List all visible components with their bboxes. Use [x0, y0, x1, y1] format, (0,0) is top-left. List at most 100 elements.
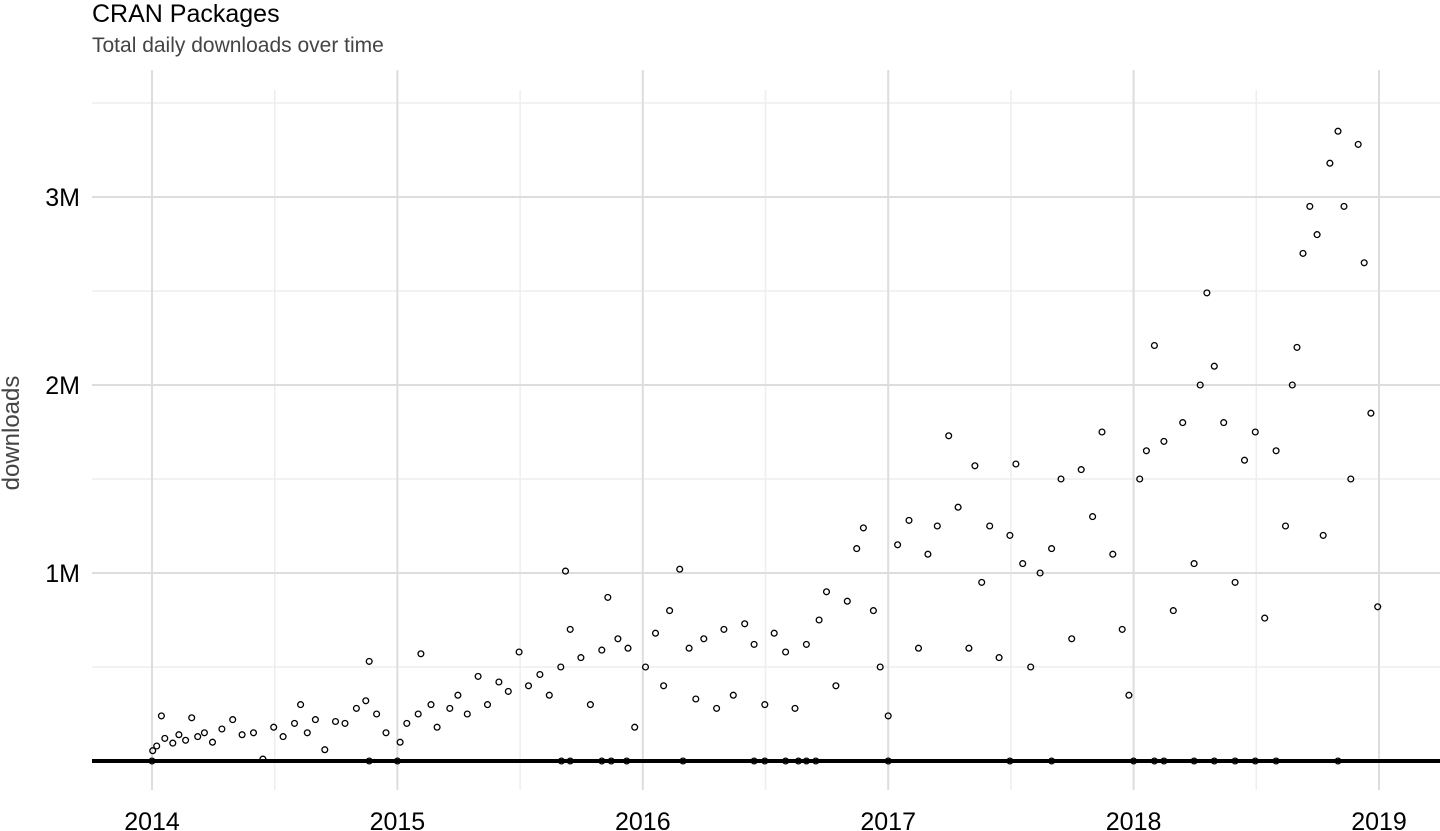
zero-day-point	[1160, 757, 1168, 765]
data-point	[1220, 419, 1228, 427]
zero-day-point	[884, 757, 892, 765]
data-point	[1019, 560, 1027, 568]
data-point	[782, 648, 790, 656]
zero-day-point	[1190, 757, 1198, 765]
data-point	[1293, 343, 1301, 351]
x-tick-label: 2016	[615, 808, 671, 831]
x-tick-label: 2019	[1351, 808, 1407, 831]
data-point	[382, 729, 390, 737]
data-point	[365, 657, 373, 665]
data-point	[229, 716, 237, 724]
zero-day-point	[607, 757, 615, 765]
data-point	[978, 578, 986, 586]
data-point	[474, 672, 482, 680]
data-point	[352, 704, 360, 712]
zero-day-point	[623, 757, 631, 765]
data-point	[843, 597, 851, 605]
x-tick-label: 2015	[370, 808, 426, 831]
data-point	[1125, 691, 1133, 699]
data-point	[446, 704, 454, 712]
data-point	[933, 522, 941, 530]
data-point	[1299, 249, 1307, 257]
data-point	[504, 687, 512, 695]
data-point	[341, 719, 349, 727]
data-point	[905, 516, 913, 524]
data-point	[741, 620, 749, 628]
data-point	[1150, 341, 1158, 350]
data-point	[1367, 409, 1375, 417]
data-point	[614, 635, 622, 643]
data-point	[1142, 447, 1150, 455]
x-axis-ticks: 2014 2015 2016 2017 2018 2019	[124, 808, 1407, 831]
data-point	[483, 701, 492, 709]
zero-day-point	[566, 757, 574, 765]
data-point	[1281, 522, 1290, 530]
data-point	[1334, 127, 1342, 135]
y-tick-label: 2M	[45, 372, 80, 400]
data-point	[1319, 531, 1327, 539]
data-point	[884, 712, 892, 720]
x-tick-label: 2017	[860, 808, 916, 831]
zero-day-point	[148, 757, 156, 765]
data-point	[1261, 614, 1269, 622]
data-point	[153, 742, 161, 750]
data-point	[660, 682, 668, 690]
data-point	[577, 654, 585, 662]
data-point	[1210, 362, 1218, 370]
data-point	[853, 545, 861, 553]
data-point	[1136, 475, 1144, 483]
data-point	[414, 710, 422, 718]
data-point	[557, 663, 565, 671]
data-point	[876, 663, 884, 671]
data-point	[175, 731, 183, 739]
data-point	[971, 462, 979, 470]
data-point	[720, 625, 728, 633]
data-point	[290, 719, 299, 727]
data-point	[729, 691, 737, 699]
data-point	[161, 734, 169, 742]
data-point	[403, 719, 411, 727]
zero-day-point	[794, 757, 802, 765]
data-point	[692, 695, 700, 703]
data-point	[1203, 289, 1211, 297]
data-point	[396, 738, 404, 746]
zero-day-point	[750, 757, 758, 765]
data-point	[149, 747, 157, 755]
data-point	[791, 704, 799, 712]
data-points	[149, 127, 1382, 763]
data-point	[586, 701, 594, 709]
data-point	[515, 648, 523, 656]
grid-minor-lines	[92, 90, 1440, 790]
data-point	[1098, 428, 1106, 436]
data-point	[631, 723, 639, 731]
zero-day-point	[1231, 757, 1239, 765]
data-point	[1118, 625, 1126, 633]
data-point	[524, 682, 533, 690]
x-tick-label: 2018	[1106, 808, 1162, 831]
data-point	[1027, 663, 1035, 671]
data-point	[598, 646, 606, 654]
data-point	[536, 670, 544, 679]
data-point	[427, 701, 435, 709]
data-point	[1089, 513, 1097, 521]
data-point	[270, 723, 278, 731]
data-point	[1190, 560, 1198, 568]
zero-day-point	[557, 757, 565, 765]
zero-day-point	[679, 757, 687, 765]
data-point	[495, 678, 503, 686]
y-tick-label: 1M	[45, 560, 80, 588]
data-point	[1240, 456, 1249, 464]
data-point	[1068, 635, 1076, 643]
grid-major-lines	[92, 70, 1440, 790]
chart-title: CRAN Packages	[92, 0, 280, 28]
data-point	[945, 432, 953, 440]
zero-day-points	[148, 757, 1342, 765]
data-point	[1347, 475, 1355, 483]
data-point	[1251, 428, 1259, 436]
data-point	[208, 738, 217, 746]
data-point	[218, 725, 226, 733]
data-point	[700, 635, 708, 643]
data-point	[914, 644, 923, 652]
data-point	[194, 733, 202, 741]
